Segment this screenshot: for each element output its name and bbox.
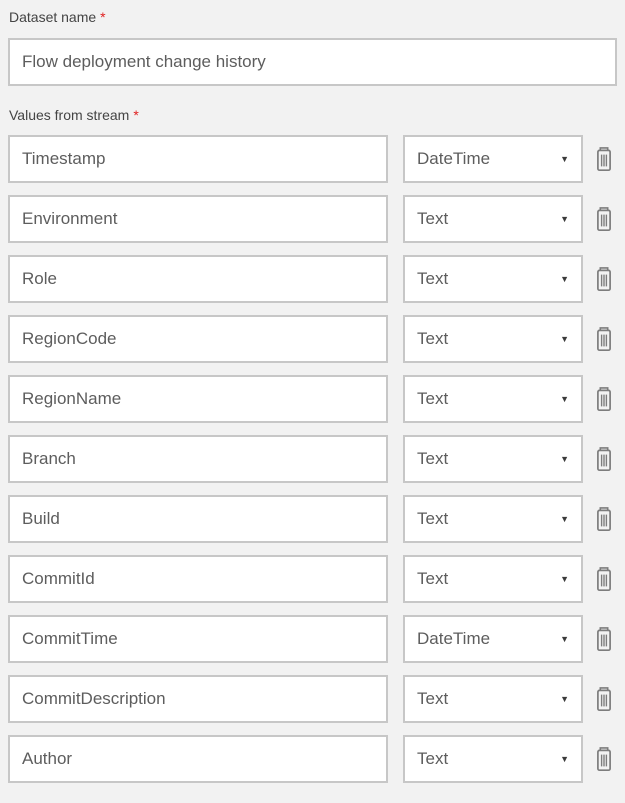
field-type-dropdown[interactable]: Text ▼: [403, 675, 583, 723]
field-type-value: Text: [417, 689, 449, 708]
field-type-value: Text: [417, 749, 449, 768]
field-type-dropdown[interactable]: Text ▼: [403, 375, 583, 423]
caret-down-icon: ▼: [560, 273, 569, 284]
trash-icon: [597, 386, 611, 411]
dataset-name-input[interactable]: [8, 38, 617, 86]
caret-down-icon: ▼: [560, 573, 569, 584]
field-name-input[interactable]: [8, 195, 388, 243]
trash-icon: [597, 146, 611, 171]
field-row: DateTime ▼: [8, 135, 617, 183]
trash-icon: [597, 566, 611, 591]
field-type-value: Text: [417, 389, 449, 408]
field-type-dropdown[interactable]: Text ▼: [403, 195, 583, 243]
trash-icon: [597, 326, 611, 351]
dataset-name-label-text: Dataset name: [9, 9, 97, 25]
caret-down-icon: ▼: [560, 453, 569, 464]
required-asterisk: *: [133, 107, 139, 123]
field-name-input[interactable]: [8, 615, 388, 663]
field-row: Text ▼: [8, 435, 617, 483]
field-type-dropdown[interactable]: Text ▼: [403, 495, 583, 543]
field-name-input[interactable]: [8, 495, 388, 543]
values-from-stream-label: Values from stream *: [9, 107, 617, 123]
trash-icon: [597, 506, 611, 531]
field-row: Text ▼: [8, 735, 617, 783]
delete-field-button[interactable]: [592, 505, 616, 533]
trash-icon: [597, 746, 611, 771]
field-name-input[interactable]: [8, 135, 388, 183]
field-name-input[interactable]: [8, 255, 388, 303]
caret-down-icon: ▼: [560, 633, 569, 644]
caret-down-icon: ▼: [560, 333, 569, 344]
field-name-input[interactable]: [8, 555, 388, 603]
field-type-value: Text: [417, 269, 449, 288]
required-asterisk: *: [100, 9, 106, 25]
trash-icon: [597, 626, 611, 651]
field-type-value: DateTime: [417, 629, 491, 648]
field-row: Text ▼: [8, 195, 617, 243]
dataset-name-label: Dataset name *: [9, 9, 617, 25]
caret-down-icon: ▼: [560, 393, 569, 404]
field-type-dropdown[interactable]: Text ▼: [403, 315, 583, 363]
field-row: Text ▼: [8, 495, 617, 543]
field-type-dropdown[interactable]: Text ▼: [403, 735, 583, 783]
field-name-input[interactable]: [8, 735, 388, 783]
caret-down-icon: ▼: [560, 213, 569, 224]
field-name-input[interactable]: [8, 375, 388, 423]
field-type-dropdown[interactable]: Text ▼: [403, 435, 583, 483]
field-type-value: Text: [417, 569, 449, 588]
field-type-value: DateTime: [417, 149, 491, 168]
field-type-value: Text: [417, 329, 449, 348]
field-type-dropdown[interactable]: DateTime ▼: [403, 615, 583, 663]
field-row: Text ▼: [8, 555, 617, 603]
delete-field-button[interactable]: [592, 685, 616, 713]
caret-down-icon: ▼: [560, 693, 569, 704]
field-type-dropdown[interactable]: DateTime ▼: [403, 135, 583, 183]
delete-field-button[interactable]: [592, 265, 616, 293]
values-from-stream-label-text: Values from stream: [9, 107, 130, 123]
delete-field-button[interactable]: [592, 325, 616, 353]
delete-field-button[interactable]: [592, 205, 616, 233]
field-type-value: Text: [417, 509, 449, 528]
caret-down-icon: ▼: [560, 513, 569, 524]
field-type-dropdown[interactable]: Text ▼: [403, 555, 583, 603]
trash-icon: [597, 266, 611, 291]
field-type-value: Text: [417, 449, 449, 468]
trash-icon: [597, 686, 611, 711]
trash-icon: [597, 446, 611, 471]
field-row: DateTime ▼: [8, 615, 617, 663]
delete-field-button[interactable]: [592, 385, 616, 413]
delete-field-button[interactable]: [592, 445, 616, 473]
field-list: DateTime ▼ Text ▼: [8, 135, 617, 783]
delete-field-button[interactable]: [592, 145, 616, 173]
trash-icon: [597, 206, 611, 231]
field-row: Text ▼: [8, 675, 617, 723]
field-name-input[interactable]: [8, 435, 388, 483]
field-type-dropdown[interactable]: Text ▼: [403, 255, 583, 303]
delete-field-button[interactable]: [592, 745, 616, 773]
field-row: Text ▼: [8, 255, 617, 303]
delete-field-button[interactable]: [592, 625, 616, 653]
field-name-input[interactable]: [8, 315, 388, 363]
field-type-value: Text: [417, 209, 449, 228]
caret-down-icon: ▼: [560, 153, 569, 164]
field-row: Text ▼: [8, 375, 617, 423]
field-row: Text ▼: [8, 315, 617, 363]
delete-field-button[interactable]: [592, 565, 616, 593]
caret-down-icon: ▼: [560, 753, 569, 764]
field-name-input[interactable]: [8, 675, 388, 723]
